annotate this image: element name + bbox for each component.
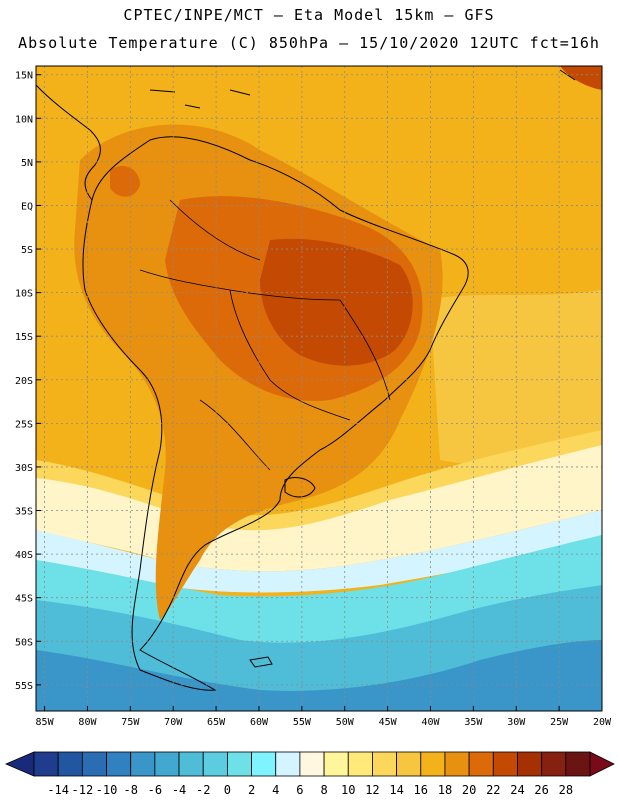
lon-tick-label: 30W [507,717,526,728]
colorbar-label: 12 [365,783,379,797]
south-america-coast [82,136,469,691]
lon-tick-label: 25W [550,717,569,728]
lat-tick-label: 5N [21,158,33,169]
colorbar-swatch [57,751,83,777]
colorbar-label: 18 [438,783,452,797]
colorbar-swatch [541,751,567,777]
colorbar-label: 24 [510,783,524,797]
lon-tick-label: 20W [593,717,612,728]
temperature-field [36,66,602,711]
country-borders [139,199,391,471]
uruguay-outline [284,477,316,498]
colorbar-label: 8 [320,783,327,797]
colorbar-label: 28 [559,783,573,797]
colorbar-label: 26 [534,783,548,797]
field-hotter-core [260,238,413,366]
colorbar-label: -10 [96,783,118,797]
coastlines [36,69,576,691]
colorbar-swatch [202,751,228,777]
colorbar-swatch [420,751,446,777]
lat-tick-label: 50S [15,637,33,648]
lon-tick-label: 45W [379,717,398,728]
colorbar-swatch [396,751,422,777]
lat-tick-label: EQ [21,201,33,212]
colorbar-swatch [444,751,470,777]
lon-tick-label: 35W [464,717,483,728]
colorbar-swatch [372,751,398,777]
colorbar-label: 2 [248,783,255,797]
field-hot-patch-north [110,165,140,197]
lat-tick-label: 10S [15,289,33,300]
colorbar-swatch [106,751,132,777]
colorbar-label: -8 [123,783,137,797]
map-frame [35,65,603,712]
colorbar-swatch [468,751,494,777]
longitude-ticks: 85W 80W 75W 70W 65W 60W 55W 50W 45W 40W 35W 30W 25W 2… [36,706,612,728]
title-line-1: CPTEC/INPE/MCT – Eta Model 15km – GFS [123,6,495,24]
lat-tick-label: 5S [21,245,33,256]
lon-tick-label: 60W [250,717,269,728]
lon-tick-label: 70W [164,717,183,728]
lat-tick-label: 30S [15,463,33,474]
colorbar-swatch [154,751,180,777]
lat-tick-label: 40S [15,550,33,561]
colorbar-label: 20 [462,783,476,797]
graticule [36,66,603,711]
colorbar-label: -2 [196,783,210,797]
colorbar-swatch [565,751,591,777]
lon-tick-label: 75W [121,717,140,728]
lat-tick-label: 25S [15,419,33,430]
colorbar-label: -6 [148,783,162,797]
lat-tick-label: 15S [15,332,33,343]
lon-tick-label: 50W [336,717,355,728]
colorbar-swatch [323,751,349,777]
lat-tick-label: 55S [15,681,33,692]
colorbar: -14 -12 -10 -8 -6 -4 -2 0 2 4 6 8 10 12 14 16 18 20 22 24 26… [4,751,615,797]
falklands-outline [249,656,273,668]
colorbar-high-arrow [589,751,615,777]
colorbar-swatch [226,751,252,777]
colorbar-label: 6 [296,783,303,797]
lon-tick-label: 85W [36,717,55,728]
colorbar-swatch [178,751,204,777]
lon-tick-label: 40W [421,717,440,728]
lon-tick-label: 80W [78,717,97,728]
colorbar-label: 16 [414,783,428,797]
colorbar-swatch [492,751,518,777]
lat-tick-label: 35S [15,507,33,518]
colorbar-low-arrow [4,751,35,777]
field-hot-patch-ne [560,66,602,90]
colorbar-swatch [275,751,301,777]
lon-tick-label: 65W [207,717,226,728]
colorbar-swatch [130,751,156,777]
lat-tick-label: 15N [15,71,33,82]
colorbar-label: 22 [486,783,500,797]
colorbar-label: -4 [172,783,186,797]
caribbean-islands [149,69,576,109]
colorbar-swatch [81,751,107,777]
title-line-2: Absolute Temperature (C) 850hPa – 15/10/… [18,34,600,52]
colorbar-label: -12 [72,783,94,797]
colorbar-swatch [299,751,325,777]
latitude-ticks: 15N 10N 5N EQ 5S 10S 15S 20S 25S 30S 35S 40S 45S 50S 5… [15,71,41,692]
lat-tick-label: 20S [15,376,33,387]
lat-tick-label: 45S [15,594,33,605]
colorbar-label: 10 [341,783,355,797]
colorbar-swatch [251,751,277,777]
colorbar-label: -14 [47,783,69,797]
lon-tick-label: 55W [293,717,312,728]
colorbar-label: 14 [389,783,403,797]
colorbar-swatch [347,751,373,777]
field-blue-zone [36,640,602,711]
central-america-coast [36,84,101,201]
colorbar-label: 0 [224,783,231,797]
lat-tick-label: 10N [15,114,33,125]
colorbar-swatch [33,751,59,777]
colorbar-swatch [517,751,543,777]
colorbar-label: 4 [272,783,279,797]
